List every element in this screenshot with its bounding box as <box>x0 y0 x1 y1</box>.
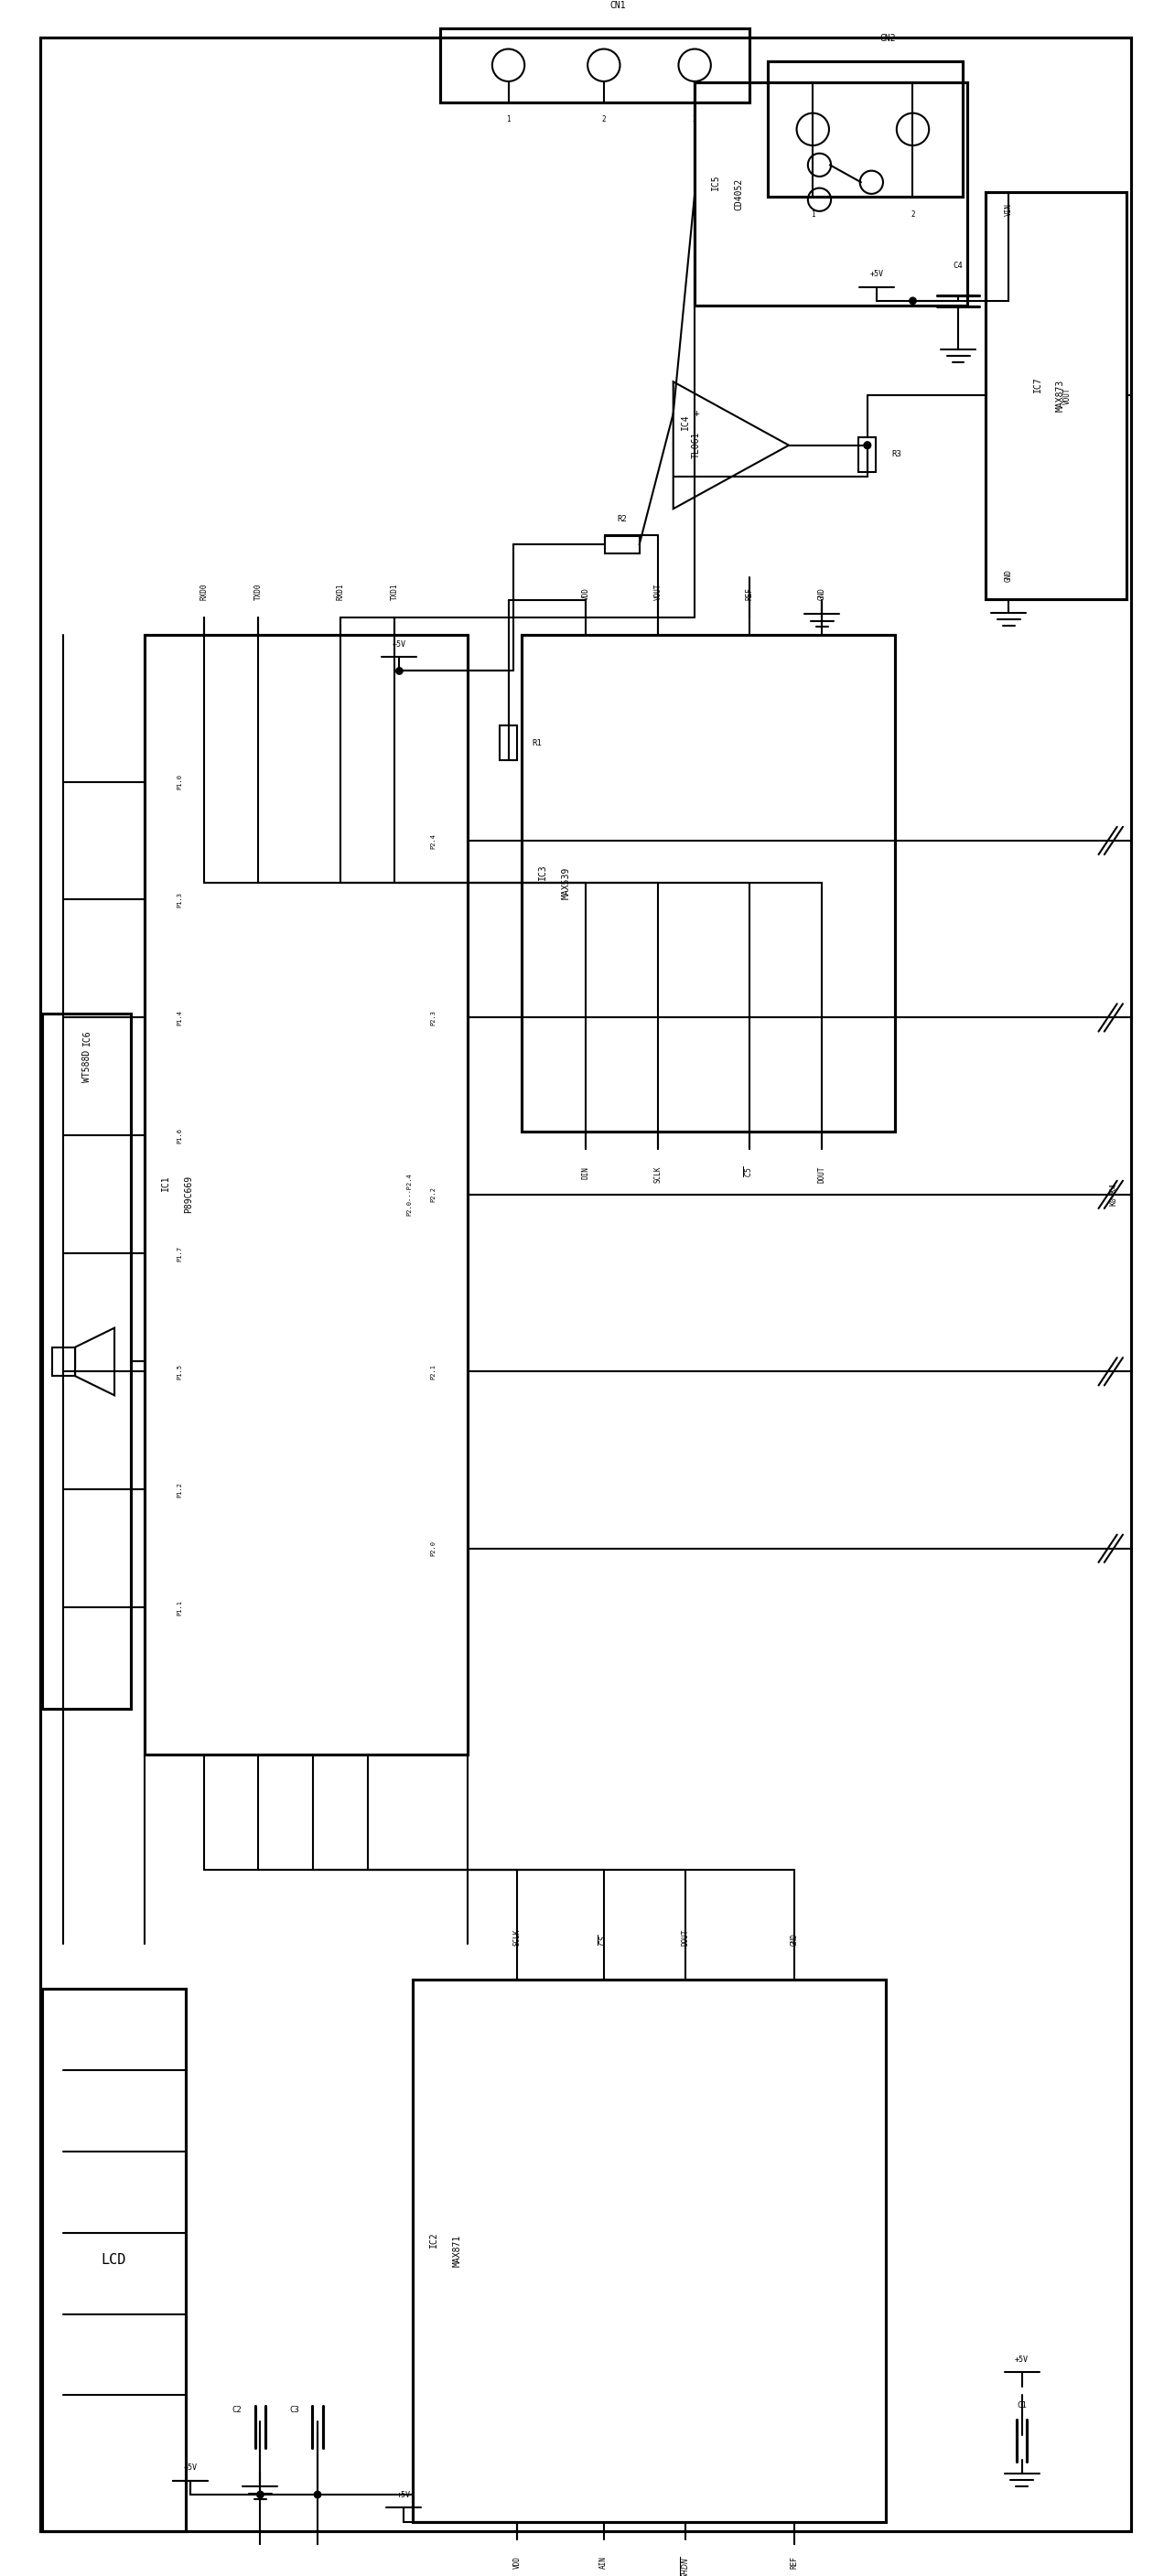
Text: GND: GND <box>790 1932 799 1945</box>
Text: R3: R3 <box>892 451 901 459</box>
Circle shape <box>864 440 872 448</box>
Text: LCD: LCD <box>101 2254 127 2267</box>
Text: +5V: +5V <box>870 270 883 278</box>
Text: 1: 1 <box>810 211 815 219</box>
Text: IC3: IC3 <box>538 863 547 878</box>
Text: P1.6: P1.6 <box>177 1128 183 1144</box>
Text: IC1: IC1 <box>161 1175 170 1190</box>
Text: P2.3: P2.3 <box>430 1010 435 1025</box>
Text: CN2: CN2 <box>880 33 896 44</box>
Text: AIN: AIN <box>599 2555 608 2568</box>
Text: VDD: VDD <box>582 587 590 600</box>
Text: GND: GND <box>1005 569 1013 582</box>
Text: -: - <box>694 471 700 482</box>
Text: C1: C1 <box>1017 2401 1027 2411</box>
Text: CD4052: CD4052 <box>734 178 743 211</box>
Text: RXD0: RXD0 <box>200 582 208 600</box>
Text: C3: C3 <box>290 2406 299 2414</box>
Text: MAX873: MAX873 <box>1056 379 1065 412</box>
Text: 2: 2 <box>910 211 915 219</box>
Bar <box>144 634 468 1754</box>
Text: IC4: IC4 <box>681 415 690 430</box>
Text: 3: 3 <box>693 116 697 124</box>
Bar <box>413 1981 886 2522</box>
Text: P1.7: P1.7 <box>177 1247 183 1262</box>
Circle shape <box>396 667 404 675</box>
Bar <box>499 726 517 760</box>
Text: +5V: +5V <box>392 641 406 649</box>
Bar <box>767 62 963 196</box>
Text: +: + <box>694 410 700 417</box>
Text: WT588D: WT588D <box>83 1051 91 1082</box>
Text: C4: C4 <box>953 263 963 270</box>
Text: DOUT: DOUT <box>818 1167 826 1182</box>
Circle shape <box>909 296 917 304</box>
Text: 1: 1 <box>506 116 511 124</box>
Text: REF: REF <box>745 587 753 600</box>
Text: $\overline{C5}$: $\overline{C5}$ <box>744 1167 754 1177</box>
Bar <box>521 634 895 1131</box>
Text: P89C669: P89C669 <box>184 1175 193 1213</box>
Text: P2.2: P2.2 <box>430 1188 435 1203</box>
Bar <box>604 536 639 554</box>
Text: +5V: +5V <box>184 2463 197 2473</box>
Text: C2: C2 <box>233 2406 242 2414</box>
Circle shape <box>256 2491 264 2499</box>
Text: VOUT: VOUT <box>654 582 662 600</box>
Text: P1.1: P1.1 <box>177 1600 183 1615</box>
Text: IC2: IC2 <box>430 2231 439 2246</box>
Text: $\overline{SHDN}$: $\overline{SHDN}$ <box>680 2555 691 2576</box>
Circle shape <box>313 2491 321 2499</box>
Text: RXD1: RXD1 <box>336 582 345 600</box>
Text: SCLK: SCLK <box>654 1167 662 1182</box>
Text: P1.2: P1.2 <box>177 1481 183 1497</box>
Text: P2.0---P2.4: P2.0---P2.4 <box>407 1172 412 1216</box>
Text: P2.0: P2.0 <box>430 1540 435 1556</box>
Text: K0-K4: K0-K4 <box>1109 1182 1117 1206</box>
Bar <box>986 193 1127 598</box>
Text: VDD: VDD <box>513 2555 521 2568</box>
Text: 2: 2 <box>602 116 606 124</box>
Text: P1.0: P1.0 <box>177 773 183 788</box>
Circle shape <box>864 440 872 448</box>
Text: IC7: IC7 <box>1032 376 1042 392</box>
Bar <box>859 438 876 471</box>
Text: R2: R2 <box>617 515 627 523</box>
Bar <box>52 1347 76 1376</box>
Text: +5V: +5V <box>1015 2354 1029 2365</box>
Text: CN1: CN1 <box>610 0 626 10</box>
Text: IC5: IC5 <box>711 175 721 191</box>
Text: P1.5: P1.5 <box>177 1363 183 1378</box>
Text: VOUT: VOUT <box>1064 386 1072 404</box>
Bar <box>42 1989 186 2530</box>
Text: VIN: VIN <box>1005 204 1013 216</box>
Bar <box>42 1015 132 1710</box>
Text: SCLK: SCLK <box>513 1929 521 1945</box>
Text: P2.4: P2.4 <box>430 832 435 848</box>
Text: GND: GND <box>818 587 826 600</box>
Text: TXD0: TXD0 <box>255 582 263 600</box>
Text: P1.3: P1.3 <box>177 891 183 907</box>
Text: TXD1: TXD1 <box>391 582 399 600</box>
Text: R1: R1 <box>532 739 542 747</box>
Bar <box>695 82 967 307</box>
Text: P2.1: P2.1 <box>430 1363 435 1378</box>
Text: DOUT: DOUT <box>681 1929 690 1945</box>
Text: TL061: TL061 <box>691 433 701 459</box>
Text: $\overline{CS}$: $\overline{CS}$ <box>598 1935 609 1945</box>
Text: MAX539: MAX539 <box>561 868 570 899</box>
Text: REF: REF <box>790 2555 799 2568</box>
Text: MAX871: MAX871 <box>453 2236 461 2267</box>
Text: +5V: +5V <box>397 2491 411 2499</box>
Text: P1.4: P1.4 <box>177 1010 183 1025</box>
Text: IC6: IC6 <box>83 1028 91 1046</box>
Text: DIN: DIN <box>582 1167 590 1180</box>
Bar <box>440 28 750 103</box>
